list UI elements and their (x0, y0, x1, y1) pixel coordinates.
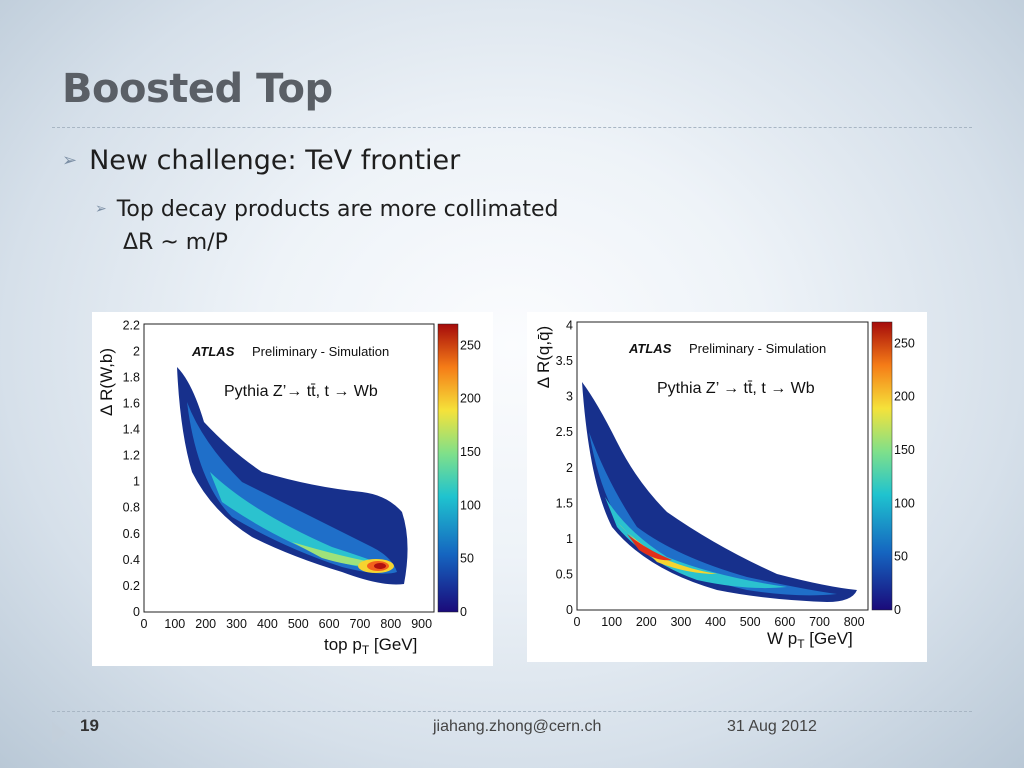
tick-label: 2 (566, 461, 573, 475)
tick-label: 0.5 (556, 567, 573, 581)
slide-title: Boosted Top (62, 66, 333, 112)
tick-label: 0.6 (123, 527, 140, 541)
tick-label: 500 (740, 615, 761, 629)
tick-label: 50 (460, 552, 474, 566)
atlas-label: ATLAS (191, 344, 235, 359)
tick-label: 1.6 (123, 396, 140, 410)
page-number: 19 (80, 716, 99, 735)
tick-label: 800 (844, 615, 865, 629)
colorbar (437, 323, 459, 613)
tick-label: 100 (460, 498, 481, 512)
tick-label: 200 (460, 392, 481, 406)
footer-triangle-icon (52, 722, 66, 744)
prelim-label: Preliminary - Simulation (252, 344, 389, 359)
tick-label: 1.4 (123, 423, 140, 437)
x-axis-title: W pT [GeV] (767, 629, 853, 651)
tick-label: 800 (380, 617, 401, 631)
tick-label: 0.8 (123, 501, 140, 515)
tick-label: 4 (566, 319, 573, 333)
tick-label: 200 (636, 615, 657, 629)
title-divider (52, 127, 972, 128)
tick-label: 200 (195, 617, 216, 631)
tick-label: 150 (894, 443, 915, 457)
tick-label: 500 (288, 617, 309, 631)
tick-label: 1 (133, 475, 140, 489)
prelim-label: Preliminary - Simulation (689, 341, 826, 356)
tick-label: 0 (574, 615, 581, 629)
bullet-level1: ➢ New challenge: TeV frontier (62, 145, 460, 176)
tick-label: 2.5 (556, 425, 573, 439)
y-axis-title: Δ R(W,b) (97, 348, 116, 416)
process-label: Pythia Z’ → tt̄, t → Wb (657, 380, 815, 397)
tick-label: 2.2 (123, 318, 140, 332)
tick-label: 1.2 (123, 449, 140, 463)
tick-label: 0 (141, 617, 148, 631)
tick-label: 0 (566, 603, 573, 617)
histogram-dr-wb: ATLAS Preliminary - Simulation Pythia Z’… (97, 318, 481, 657)
x-axis-title: top pT [GeV] (324, 635, 417, 657)
tick-label: 3 (566, 390, 573, 404)
tick-label: 1.8 (123, 370, 140, 384)
colorbar (871, 321, 893, 611)
process-label: Pythia Z’→ tt̄, t → Wb (224, 383, 378, 400)
tick-label: 700 (809, 615, 830, 629)
tick-label: 100 (894, 496, 915, 510)
plot-left: ATLAS Preliminary - Simulation Pythia Z’… (92, 312, 493, 666)
bullet1-text: New challenge: TeV frontier (89, 145, 461, 176)
tick-label: 1.5 (556, 496, 573, 510)
bullet-level2: ➢ Top decay products are more collimated… (95, 193, 559, 259)
tick-label: 1 (566, 532, 573, 546)
tick-label: 200 (894, 390, 915, 404)
tick-label: 250 (460, 338, 481, 352)
bullet2-text: Top decay products are more collimated (116, 197, 559, 222)
plot-right: ATLAS Preliminary - Simulation Pythia Z’… (527, 312, 927, 662)
tick-label: 100 (164, 617, 185, 631)
tick-label: 600 (774, 615, 795, 629)
tick-label: 3.5 (556, 354, 573, 368)
tick-label: 0.2 (123, 579, 140, 593)
footer-divider (52, 711, 972, 712)
tick-label: 700 (350, 617, 371, 631)
tick-label: 900 (411, 617, 432, 631)
tick-label: 50 (894, 550, 908, 564)
tick-label: 300 (226, 617, 247, 631)
tick-label: 300 (670, 615, 691, 629)
tick-label: 150 (460, 445, 481, 459)
tick-label: 2 (133, 344, 140, 358)
footer-date: 31 Aug 2012 (727, 718, 817, 735)
tick-label: 0.4 (123, 553, 140, 567)
y-axis-title: Δ R(q,q̄) (534, 326, 553, 388)
tick-label: 400 (257, 617, 278, 631)
histogram-dr-qq: ATLAS Preliminary - Simulation Pythia Z’… (534, 319, 915, 651)
tick-label: 400 (705, 615, 726, 629)
tick-label: 0 (460, 605, 467, 619)
footer-email: jiahang.zhong@cern.ch (433, 718, 602, 735)
bullet2-formula: ΔR ~ m/P (123, 230, 228, 255)
tick-label: 600 (319, 617, 340, 631)
arrow-bullet-icon: ➢ (62, 150, 78, 171)
tick-label: 250 (894, 336, 915, 350)
tick-label: 100 (601, 615, 622, 629)
tick-label: 0 (894, 603, 901, 617)
atlas-label: ATLAS (628, 341, 672, 356)
tick-label: 0 (133, 605, 140, 619)
arrow-bullet-icon: ➢ (95, 201, 107, 217)
